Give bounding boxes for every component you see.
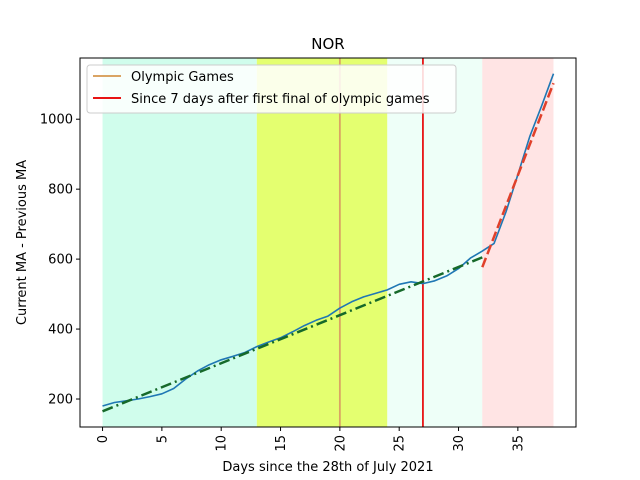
- legend-box: [86, 64, 457, 114]
- x-tick-label: 15: [274, 435, 289, 452]
- chart-title: NOR: [311, 35, 344, 53]
- shaded-region-1: [256, 58, 388, 427]
- legend: Olympic Games Since 7 days after first f…: [86, 64, 457, 114]
- series-line-2: [481, 82, 555, 268]
- y-tick-label: 1000: [40, 113, 73, 128]
- legend-entry-since-7-days: Since 7 days after first final of olympi…: [131, 92, 430, 107]
- x-tick-label: 5: [155, 435, 170, 443]
- vertical-lines: [338, 58, 424, 427]
- x-tick-label: 35: [511, 435, 526, 452]
- y-tick-label: 600: [48, 253, 73, 268]
- x-axis-label: Days since the 28th of July 2021: [222, 460, 433, 475]
- y-tick-label: 400: [48, 323, 73, 338]
- y-tick-label: 200: [48, 393, 73, 408]
- x-tick-label: 30: [452, 435, 467, 452]
- x-tick-label: 25: [393, 435, 408, 452]
- x-tick-label: 10: [215, 435, 230, 452]
- x-tick-label: 0: [96, 435, 111, 443]
- shaded-region-3: [482, 58, 554, 427]
- legend-entry-olympic-games: Olympic Games: [131, 70, 234, 85]
- series-line-1: [102, 256, 483, 413]
- shaded-region-2: [387, 58, 483, 427]
- y-axis-ticks: 200 400 600 800 1000: [40, 113, 80, 408]
- plot-frame: [79, 57, 577, 428]
- x-tick-label: 20: [333, 435, 348, 452]
- shaded-region-0: [102, 58, 257, 427]
- y-tick-label: 800: [48, 183, 73, 198]
- y-axis-label: Current MA - Previous MA: [15, 160, 30, 325]
- series-line-0: [102, 73, 555, 407]
- x-axis-ticks: 0 5 10 15 20 25 30 35: [96, 427, 526, 452]
- series-lines: [102, 73, 555, 413]
